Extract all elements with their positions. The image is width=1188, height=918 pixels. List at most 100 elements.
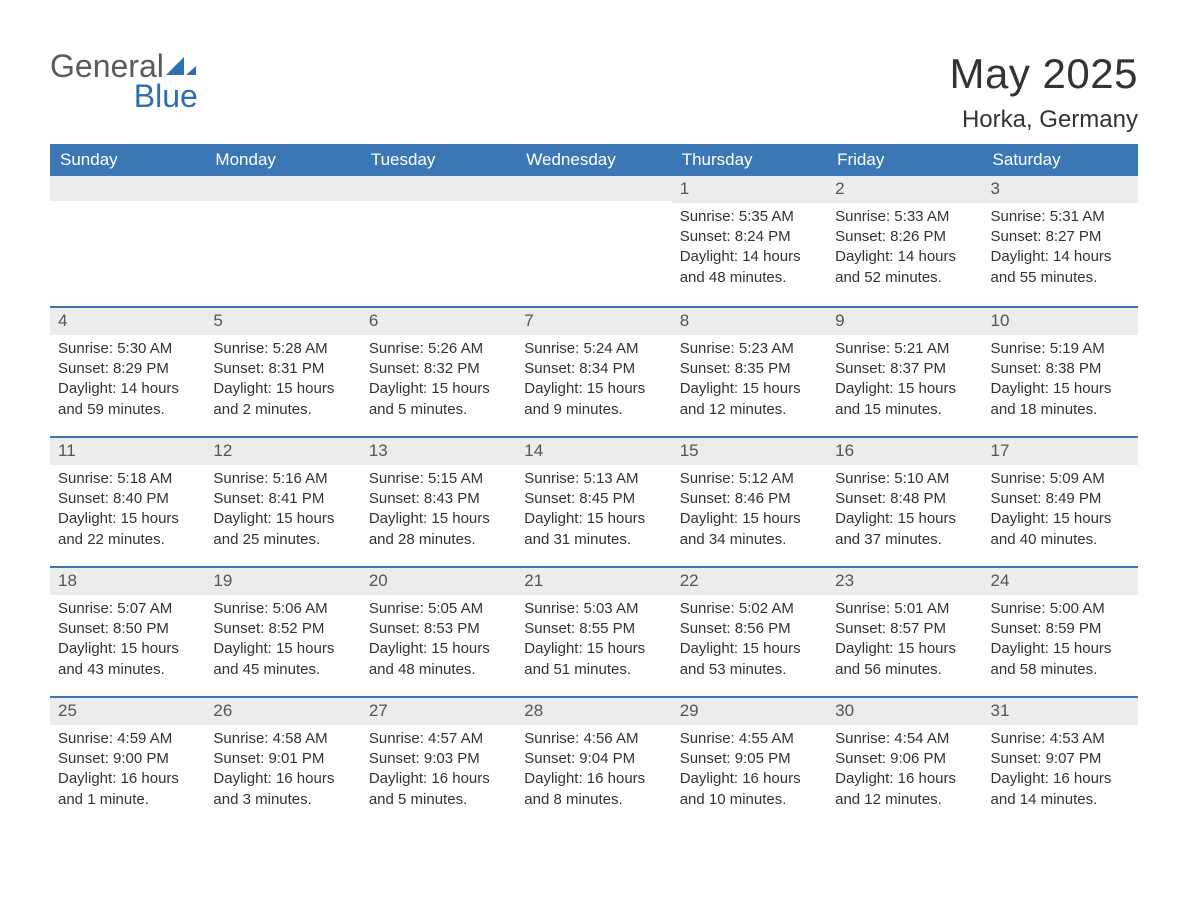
brand-text: General Blue <box>50 50 198 112</box>
sunrise-text: Sunrise: 5:02 AM <box>680 599 819 619</box>
day-cell: 23Sunrise: 5:01 AMSunset: 8:57 PMDayligh… <box>827 568 982 696</box>
sunset-text: Sunset: 8:35 PM <box>680 359 819 379</box>
daylight-text: Daylight: 15 hours and 34 minutes. <box>680 509 819 550</box>
week-row: 1Sunrise: 5:35 AMSunset: 8:24 PMDaylight… <box>50 176 1138 306</box>
day-cell: 27 Sunrise: 4:57 AMSunset: 9:03 PMDayligh… <box>361 698 516 826</box>
empty-cell <box>205 176 360 306</box>
day-number: 6 <box>361 308 516 335</box>
sunset-text: Sunset: 8:49 PM <box>991 489 1130 509</box>
sunrise-text: Sunrise: 4:55 AM <box>680 729 819 749</box>
day-number: 27 <box>361 698 516 725</box>
day-number: 29 <box>672 698 827 725</box>
week-row: 25Sunrise: 4:59 AMSunset: 9:00 PMDayligh… <box>50 696 1138 826</box>
day-number: 28 <box>516 698 671 725</box>
day-number <box>361 176 516 201</box>
day-number <box>516 176 671 201</box>
sunset-text: Sunset: 9:03 PM <box>369 749 508 769</box>
week-row: 4Sunrise: 5:30 AMSunset: 8:29 PMDaylight… <box>50 306 1138 436</box>
sunrise-text: Sunrise: 5:30 AM <box>58 339 197 359</box>
daylight-text: Daylight: 15 hours and 45 minutes. <box>213 639 352 680</box>
day-cell: 5Sunrise: 5:28 AMSunset: 8:31 PMDaylight… <box>205 308 360 436</box>
sunrise-text: Sunrise: 4:59 AM <box>58 729 197 749</box>
sunrise-text: Sunrise: 5:31 AM <box>991 207 1130 227</box>
day-number: 16 <box>827 438 982 465</box>
day-number: 14 <box>516 438 671 465</box>
sunset-text: Sunset: 8:32 PM <box>369 359 508 379</box>
sunrise-text: Sunrise: 5:19 AM <box>991 339 1130 359</box>
day-cell: 9Sunrise: 5:21 AMSunset: 8:37 PMDaylight… <box>827 308 982 436</box>
day-cell: 30Sunrise: 4:54 AMSunset: 9:06 PMDayligh… <box>827 698 982 826</box>
daylight-text: Daylight: 15 hours and 5 minutes. <box>369 379 508 420</box>
sunrise-text: Sunrise: 5:13 AM <box>524 469 663 489</box>
sunrise-text: Sunrise: 5:07 AM <box>58 599 197 619</box>
sunrise-text: Sunrise: 5:01 AM <box>835 599 974 619</box>
day-number: 1 <box>672 176 827 203</box>
sunrise-text: Sunrise: 4:58 AM <box>213 729 352 749</box>
daylight-text: Daylight: 15 hours and 2 minutes. <box>213 379 352 420</box>
day-number: 19 <box>205 568 360 595</box>
day-cell: 8Sunrise: 5:23 AMSunset: 8:35 PMDaylight… <box>672 308 827 436</box>
sunrise-text: Sunrise: 5:06 AM <box>213 599 352 619</box>
sunrise-text: Sunrise: 5:00 AM <box>991 599 1130 619</box>
day-number: 4 <box>50 308 205 335</box>
week-row: 18 Sunrise: 5:07 AMSunset: 8:50 PM Dayligh… <box>50 566 1138 696</box>
location: Horka, Germany <box>950 106 1138 134</box>
calendar: Sunday Monday Tuesday Wednesday Thursday… <box>50 144 1138 826</box>
daylight-text: Daylight: 15 hours and 25 minutes. <box>213 509 352 550</box>
day-number: 20 <box>361 568 516 595</box>
week-row: 11Sunrise: 5:18 AMSunset: 8:40 PMDayligh… <box>50 436 1138 566</box>
daylight-text: Daylight: 15 hours and 22 minutes. <box>58 509 197 550</box>
day-number: 15 <box>672 438 827 465</box>
day-number <box>50 176 205 201</box>
sunset-text: Sunset: 8:45 PM <box>524 489 663 509</box>
sunrise-text: Sunrise: 5:24 AM <box>524 339 663 359</box>
day-cell: 14Sunrise: 5:13 AMSunset: 8:45 PMDayligh… <box>516 438 671 566</box>
day-number: 24 <box>983 568 1138 595</box>
weekday-col: Tuesday <box>361 144 516 176</box>
sunset-text: Sunset: 8:56 PM <box>680 619 819 639</box>
day-number: 7 <box>516 308 671 335</box>
day-cell: 21Sunrise: 5:03 AMSunset: 8:55 PMDayligh… <box>516 568 671 696</box>
sunset-text: Sunset: 8:27 PM <box>991 227 1130 247</box>
sunrise-text: Sunrise: 4:54 AM <box>835 729 974 749</box>
sunset-text: Sunset: 9:07 PM <box>991 749 1130 769</box>
day-number: 12 <box>205 438 360 465</box>
sunrise-text: Sunrise: 5:05 AM <box>369 599 508 619</box>
day-cell: 6Sunrise: 5:26 AMSunset: 8:32 PMDaylight… <box>361 308 516 436</box>
sunrise-text: Sunrise: 4:57 AM <box>369 729 508 749</box>
weekday-header: Sunday Monday Tuesday Wednesday Thursday… <box>50 144 1138 176</box>
day-cell: 11Sunrise: 5:18 AMSunset: 8:40 PMDayligh… <box>50 438 205 566</box>
day-number: 17 <box>983 438 1138 465</box>
sunset-text: Sunset: 9:00 PM <box>58 749 197 769</box>
day-cell: 26Sunrise: 4:58 AMSunset: 9:01 PMDayligh… <box>205 698 360 826</box>
sunset-text: Sunset: 8:40 PM <box>58 489 197 509</box>
day-number: 23 <box>827 568 982 595</box>
day-cell: 10Sunrise: 5:19 AMSunset: 8:38 PMDayligh… <box>983 308 1138 436</box>
weekday-col: Thursday <box>672 144 827 176</box>
day-cell: 29Sunrise: 4:55 AMSunset: 9:05 PMDayligh… <box>672 698 827 826</box>
daylight-text: Daylight: 15 hours and 12 minutes. <box>680 379 819 420</box>
weekday-col: Friday <box>827 144 982 176</box>
sunset-text: Sunset: 8:55 PM <box>524 619 663 639</box>
sunset-text: Sunset: 9:06 PM <box>835 749 974 769</box>
day-cell: 13Sunrise: 5:15 AMSunset: 8:43 PMDayligh… <box>361 438 516 566</box>
day-number: 18 <box>50 568 205 595</box>
day-number: 10 <box>983 308 1138 335</box>
daylight-text: Daylight: 15 hours and 18 minutes. <box>991 379 1130 420</box>
day-cell: 1Sunrise: 5:35 AMSunset: 8:24 PMDaylight… <box>672 176 827 306</box>
empty-cell <box>361 176 516 306</box>
sunset-text: Sunset: 8:43 PM <box>369 489 508 509</box>
weekday-col: Wednesday <box>516 144 671 176</box>
day-cell: 2Sunrise: 5:33 AMSunset: 8:26 PMDaylight… <box>827 176 982 306</box>
daylight-text: Daylight: 16 hours and 5 minutes. <box>369 769 508 810</box>
day-number: 2 <box>827 176 982 203</box>
daylight-text: Daylight: 15 hours and 9 minutes. <box>524 379 663 420</box>
day-cell: 16Sunrise: 5:10 AMSunset: 8:48 PMDayligh… <box>827 438 982 566</box>
daylight-text: Daylight: 16 hours and 8 minutes. <box>524 769 663 810</box>
sunset-text: Sunset: 8:59 PM <box>991 619 1130 639</box>
sunrise-text: Sunrise: 5:12 AM <box>680 469 819 489</box>
sunset-text: Sunset: 8:50 PM <box>58 619 197 639</box>
daylight-text: Daylight: 15 hours and 15 minutes. <box>835 379 974 420</box>
weekday-col: Sunday <box>50 144 205 176</box>
daylight-text: Daylight: 15 hours and 28 minutes. <box>369 509 508 550</box>
